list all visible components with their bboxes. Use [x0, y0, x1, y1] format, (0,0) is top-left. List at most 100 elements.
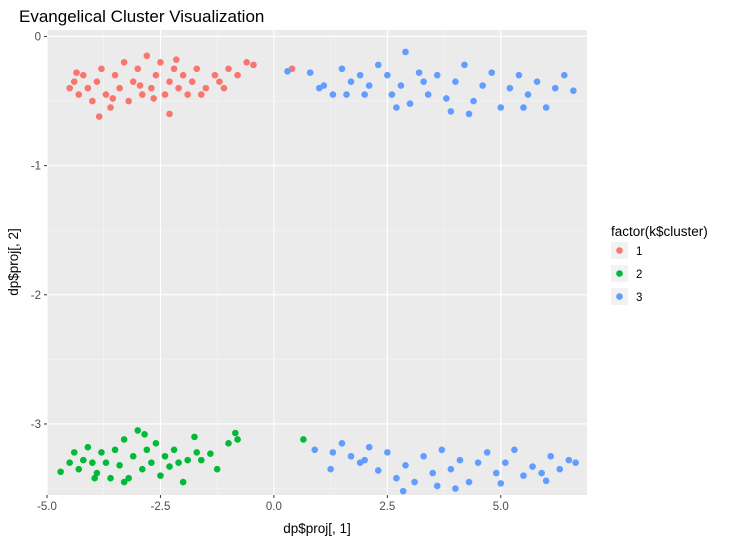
- data-point-cluster-1: [179, 71, 187, 79]
- data-point-cluster-1: [102, 91, 110, 98]
- data-point-cluster-2: [161, 452, 169, 460]
- data-point-cluster-3: [465, 110, 473, 118]
- data-point-cluster-3: [433, 482, 441, 490]
- data-point-cluster-1: [188, 78, 196, 85]
- data-point-cluster-2: [107, 474, 114, 482]
- data-point-cluster-3: [447, 465, 455, 473]
- data-point-cluster-1: [95, 113, 103, 120]
- data-point-cluster-1: [211, 71, 219, 79]
- data-point-cluster-2: [91, 474, 98, 482]
- legend-title: factor(k$cluster): [611, 224, 708, 239]
- data-point-cluster-1: [75, 91, 83, 98]
- data-point-cluster-3: [402, 48, 409, 56]
- x-tick-label: 5.0: [493, 501, 509, 513]
- data-point-cluster-2: [148, 459, 155, 467]
- data-point-cluster-3: [347, 452, 355, 460]
- data-point-cluster-3: [393, 104, 400, 111]
- data-point-cluster-3: [520, 472, 527, 479]
- data-point-cluster-1: [93, 78, 101, 85]
- data-point-cluster-3: [565, 456, 573, 464]
- data-point-cluster-2: [98, 449, 105, 456]
- data-point-cluster-1: [234, 71, 241, 79]
- data-point-cluster-3: [511, 446, 518, 454]
- x-axis-title: dp$proj[, 1]: [283, 521, 351, 536]
- data-point-cluster-3: [447, 108, 455, 115]
- data-point-cluster-1: [66, 84, 73, 92]
- data-point-cluster-2: [129, 452, 137, 460]
- data-point-cluster-2: [66, 459, 73, 467]
- data-point-cluster-3: [529, 463, 536, 470]
- data-point-cluster-2: [184, 456, 191, 464]
- data-point-cluster-3: [497, 480, 505, 487]
- data-point-cluster-3: [356, 71, 364, 79]
- data-point-cluster-2: [134, 427, 142, 434]
- data-point-cluster-3: [520, 104, 527, 111]
- data-point-cluster-3: [515, 71, 523, 79]
- data-point-cluster-3: [315, 84, 323, 92]
- data-point-cluster-1: [157, 58, 164, 66]
- data-point-cluster-3: [338, 440, 346, 447]
- data-point-cluster-3: [284, 68, 291, 75]
- x-tick-label: 0.0: [266, 501, 282, 513]
- data-point-cluster-3: [374, 467, 382, 474]
- y-tick-label: -3: [31, 419, 41, 431]
- data-point-cluster-3: [452, 78, 459, 85]
- data-point-cluster-1: [220, 84, 228, 92]
- data-point-cluster-2: [300, 436, 307, 443]
- data-point-cluster-2: [70, 449, 78, 456]
- data-point-cluster-1: [148, 84, 155, 92]
- data-point-cluster-3: [374, 61, 382, 69]
- legend-swatch: [616, 247, 623, 254]
- data-point-cluster-3: [542, 104, 550, 111]
- data-point-cluster-3: [547, 452, 554, 460]
- data-point-cluster-3: [465, 478, 473, 486]
- data-point-cluster-1: [70, 78, 78, 85]
- data-point-cluster-3: [327, 465, 334, 473]
- data-point-cluster-1: [184, 91, 191, 98]
- data-point-cluster-3: [415, 69, 423, 76]
- data-point-cluster-2: [234, 436, 241, 443]
- data-point-cluster-1: [129, 78, 137, 85]
- data-point-cluster-3: [343, 91, 350, 98]
- x-tick-label: 2.5: [379, 501, 395, 513]
- data-point-cluster-2: [157, 472, 164, 479]
- plot-panel: [47, 30, 587, 495]
- data-point-cluster-3: [492, 469, 500, 477]
- data-point-cluster-2: [120, 436, 128, 443]
- data-point-cluster-3: [542, 477, 550, 485]
- data-point-cluster-1: [109, 95, 117, 102]
- data-point-cluster-3: [338, 65, 346, 73]
- data-point-cluster-1: [143, 52, 151, 60]
- data-point-cluster-1: [161, 91, 169, 98]
- data-point-cluster-1: [107, 104, 114, 111]
- data-point-cluster-3: [551, 84, 559, 92]
- data-point-cluster-2: [75, 465, 83, 473]
- data-point-cluster-1: [202, 84, 210, 92]
- data-point-cluster-3: [384, 449, 391, 456]
- data-point-cluster-3: [572, 459, 579, 467]
- data-point-cluster-2: [111, 446, 119, 454]
- data-point-cluster-2: [152, 440, 160, 447]
- data-points: [57, 48, 579, 495]
- data-point-cluster-3: [365, 82, 373, 89]
- data-point-cluster-3: [329, 91, 337, 98]
- data-point-cluster-3: [420, 452, 427, 460]
- data-point-cluster-1: [175, 84, 182, 92]
- data-point-cluster-3: [361, 456, 368, 464]
- data-point-cluster-2: [116, 461, 123, 469]
- y-axis-ticks: 0 -1 -2 -3: [31, 31, 47, 431]
- data-point-cluster-3: [502, 459, 509, 467]
- data-point-cluster-1: [84, 84, 92, 92]
- data-point-cluster-2: [120, 478, 128, 486]
- data-point-cluster-3: [488, 69, 496, 76]
- data-point-cluster-3: [433, 71, 441, 79]
- x-tick-label: -2.5: [151, 501, 171, 513]
- chart-title: Evangelical Cluster Visualization: [19, 7, 264, 26]
- data-point-cluster-2: [213, 465, 221, 473]
- data-point-cluster-3: [561, 71, 568, 79]
- data-point-cluster-3: [306, 69, 314, 76]
- data-point-cluster-2: [89, 459, 96, 467]
- data-point-cluster-2: [179, 478, 187, 486]
- data-point-cluster-3: [347, 78, 355, 85]
- data-point-cluster-2: [125, 474, 132, 482]
